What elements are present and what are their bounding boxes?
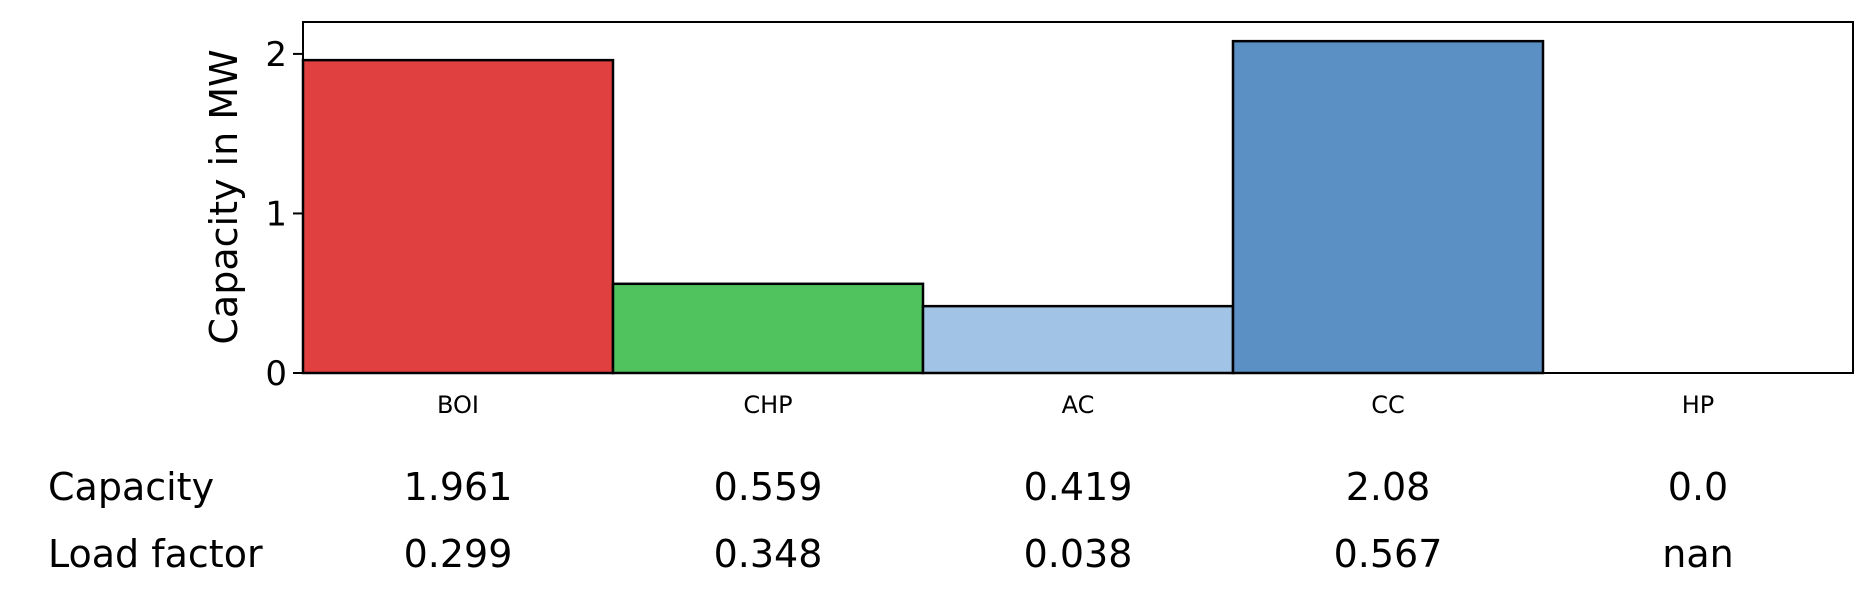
table-cell: 0.567 xyxy=(1334,532,1443,576)
x-tick-label: CC xyxy=(1371,391,1405,419)
y-axis-label: Capacity in MW xyxy=(202,49,246,344)
table-cell: 0.299 xyxy=(404,532,513,576)
axes-frame xyxy=(302,21,1854,374)
table-cell: 1.961 xyxy=(404,465,513,509)
table-cell: 0.419 xyxy=(1024,465,1133,509)
bar-chp xyxy=(611,282,925,375)
table-row-label: Load factor xyxy=(48,532,263,576)
table-cell: 2.08 xyxy=(1346,465,1431,509)
table-cell: 0.038 xyxy=(1024,532,1133,576)
y-tick-label: 1 xyxy=(265,194,287,234)
table-cell: nan xyxy=(1662,532,1733,576)
stats-table: Capacity 1.961 0.559 0.419 2.08 0.0 Load facto… xyxy=(48,465,1734,576)
x-tick-label: CHP xyxy=(743,391,792,419)
table-cell: 0.0 xyxy=(1668,465,1728,509)
table-cell: 0.348 xyxy=(714,532,823,576)
y-tick-label: 0 xyxy=(265,354,287,394)
bar-cc xyxy=(1231,39,1545,375)
table-row-label: Capacity xyxy=(48,465,214,509)
x-tick-label: HP xyxy=(1682,391,1715,419)
x-tick-label: BOI xyxy=(437,391,479,419)
bar-boi xyxy=(301,58,615,375)
x-tick-labels: BOI CHP AC CC HP xyxy=(437,391,1714,419)
bar-ac xyxy=(921,304,1235,375)
bars-layer xyxy=(301,39,1545,375)
y-ticks: 0 1 2 xyxy=(265,35,303,394)
y-tick-label: 2 xyxy=(265,35,287,75)
x-tick-label: AC xyxy=(1062,391,1095,419)
table-cell: 0.559 xyxy=(714,465,823,509)
